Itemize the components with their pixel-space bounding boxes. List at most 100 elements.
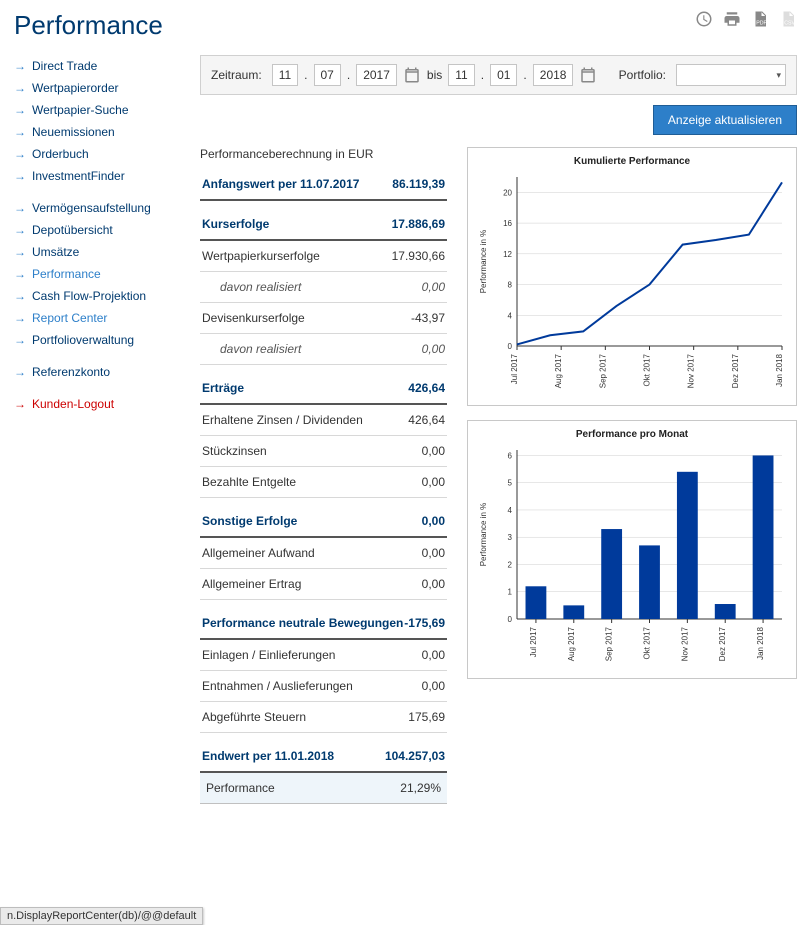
sidebar-item-label: Referenzkonto [32, 365, 110, 379]
perf-row-label: Stückzinsen [202, 444, 267, 458]
perf-row-value: 21,29% [400, 781, 441, 795]
sidebar-item-label: Cash Flow-Projektion [32, 289, 146, 303]
sidebar-item-orderbuch[interactable]: → Orderbuch [14, 143, 174, 165]
date-to-month[interactable]: 01 [490, 64, 517, 86]
page-title: Performance [14, 10, 163, 41]
perf-row: Sonstige Erfolge 0,00 [200, 506, 447, 538]
perf-row-value: 0,00 [422, 679, 445, 693]
perf-row-value: -43,97 [411, 311, 445, 325]
arrow-icon: → [14, 201, 26, 215]
perf-row-label: Sonstige Erfolge [202, 514, 297, 528]
sidebar-item-performance[interactable]: →Performance [14, 263, 174, 285]
perf-row-label: Performance [206, 781, 275, 795]
perf-row-value: 426,64 [408, 413, 445, 427]
perf-row: Performance neutrale Bewegungen-175,69 [200, 608, 447, 640]
perf-row-label: Einlagen / Einlieferungen [202, 648, 335, 662]
sidebar-item-label: Performance [32, 267, 101, 281]
sidebar-item-portfolioverwaltung[interactable]: →Portfolioverwaltung [14, 329, 174, 351]
date-from-month[interactable]: 07 [314, 64, 341, 86]
clock-icon[interactable] [695, 10, 713, 31]
svg-text:Dez 2017: Dez 2017 [731, 353, 740, 388]
svg-text:0: 0 [508, 342, 513, 351]
sidebar-item-report-center[interactable]: →Report Center [14, 307, 174, 329]
perf-row-label: Erträge [202, 381, 244, 395]
date-from-year[interactable]: 2017 [356, 64, 397, 86]
perf-row-value: 0,00 [422, 342, 445, 356]
perf-row-value: 17.886,69 [392, 217, 445, 231]
perf-row: Wertpapierkurserfolge17.930,66 [200, 241, 447, 272]
svg-text:Jul 2017: Jul 2017 [529, 626, 538, 657]
calendar-to-icon[interactable] [579, 66, 597, 84]
perf-row-value: 86.119,39 [392, 177, 445, 191]
sidebar-item-label: Orderbuch [32, 147, 89, 161]
sidebar-item-label: Kunden-Logout [32, 397, 114, 411]
sidebar-item-direct-trade[interactable]: → Direct Trade [14, 55, 174, 77]
arrow-icon: → [14, 333, 26, 347]
perf-row-value: 0,00 [422, 546, 445, 560]
sidebar-item-referenzkonto[interactable]: →Referenzkonto [14, 361, 174, 383]
arrow-icon: → [14, 81, 26, 95]
perf-row-label: davon realisiert [202, 342, 301, 356]
svg-text:Jan 2018: Jan 2018 [756, 626, 765, 659]
sidebar-item-kunden-logout[interactable]: → Kunden-Logout [14, 393, 174, 415]
sidebar-item-label: Vermögensaufstellung [32, 201, 151, 215]
update-button[interactable]: Anzeige aktualisieren [653, 105, 797, 135]
bar-chart: 0123456Performance in %Jul 2017Aug 2017S… [472, 444, 792, 674]
filter-bar: Zeitraum: 11. 07. 2017 bis 11. 01. 2018 … [200, 55, 797, 95]
svg-text:3: 3 [508, 533, 513, 542]
sidebar-item-umsaetze[interactable]: →Umsätze [14, 241, 174, 263]
date-to-year[interactable]: 2018 [533, 64, 574, 86]
perf-row-value: 17.930,66 [392, 249, 445, 263]
arrow-icon: → [14, 223, 26, 237]
calendar-from-icon[interactable] [403, 66, 421, 84]
date-to-day[interactable]: 11 [448, 64, 474, 86]
sidebar-item-depotuebersicht[interactable]: →Depotübersicht [14, 219, 174, 241]
bis-label: bis [427, 68, 442, 82]
perf-section-title: Performanceberechnung in EUR [200, 147, 447, 161]
svg-text:4: 4 [508, 311, 513, 320]
portfolio-select[interactable]: ▾ [676, 64, 786, 86]
sidebar-item-cash-flow-projektion[interactable]: → Cash Flow-Projektion [14, 285, 174, 307]
perf-row: Anfangswert per 11.07.201786.119,39 [200, 169, 447, 201]
arrow-icon: → [14, 311, 26, 325]
sidebar-item-label: Direct Trade [32, 59, 97, 73]
svg-text:Dez 2017: Dez 2017 [718, 626, 727, 661]
svg-text:0: 0 [508, 615, 513, 624]
svg-text:6: 6 [508, 451, 513, 460]
svg-text:Performance in %: Performance in % [479, 230, 488, 294]
perf-row: Allgemeiner Ertrag0,00 [200, 569, 447, 600]
sidebar-item-wertpapierorder[interactable]: →Wertpapierorder [14, 77, 174, 99]
bar-chart-title: Performance pro Monat [472, 429, 792, 440]
sidebar-item-label: Neuemissionen [32, 125, 115, 139]
svg-text:Jan 2018: Jan 2018 [775, 353, 784, 386]
perf-row: Kurserfolge17.886,69 [200, 209, 447, 241]
pdf-icon[interactable]: PDF [751, 10, 769, 31]
bar-chart-box: Performance pro Monat 0123456Performance… [467, 420, 797, 679]
perf-row-label: Bezahlte Entgelte [202, 475, 296, 489]
perf-row-value: -175,69 [404, 616, 445, 630]
perf-row-value: 0,00 [422, 514, 445, 528]
arrow-icon: → [14, 103, 26, 117]
svg-text:20: 20 [503, 188, 512, 197]
arrow-icon: → [14, 59, 26, 73]
sidebar-item-investmentfinder[interactable]: →InvestmentFinder [14, 165, 174, 187]
perf-row-label: Devisenkurserfolge [202, 311, 305, 325]
date-from-day[interactable]: 11 [272, 64, 298, 86]
svg-text:Sep 2017: Sep 2017 [605, 626, 614, 661]
sidebar-item-wertpapier-suche[interactable]: →Wertpapier-Suche [14, 99, 174, 121]
sidebar-item-neuemissionen[interactable]: →Neuemissionen [14, 121, 174, 143]
arrow-icon: → [14, 289, 26, 303]
sidebar-item-vermoegensaufstellung[interactable]: → Vermögensaufstellung [14, 197, 174, 219]
arrow-icon: → [14, 397, 26, 411]
svg-text:2: 2 [508, 560, 513, 569]
portfolio-label: Portfolio: [619, 68, 666, 82]
perf-row-label: Allgemeiner Ertrag [202, 577, 301, 591]
print-icon[interactable] [723, 10, 741, 31]
sidebar: → Direct Trade →Wertpapierorder→Wertpapier… [14, 55, 174, 804]
svg-text:1: 1 [508, 588, 513, 597]
perf-row-label: Erhaltene Zinsen / Dividenden [202, 413, 363, 427]
perf-row-value: 175,69 [408, 710, 445, 724]
svg-text:16: 16 [503, 219, 512, 228]
perf-row-value: 0,00 [422, 475, 445, 489]
arrow-icon: → [14, 147, 26, 161]
